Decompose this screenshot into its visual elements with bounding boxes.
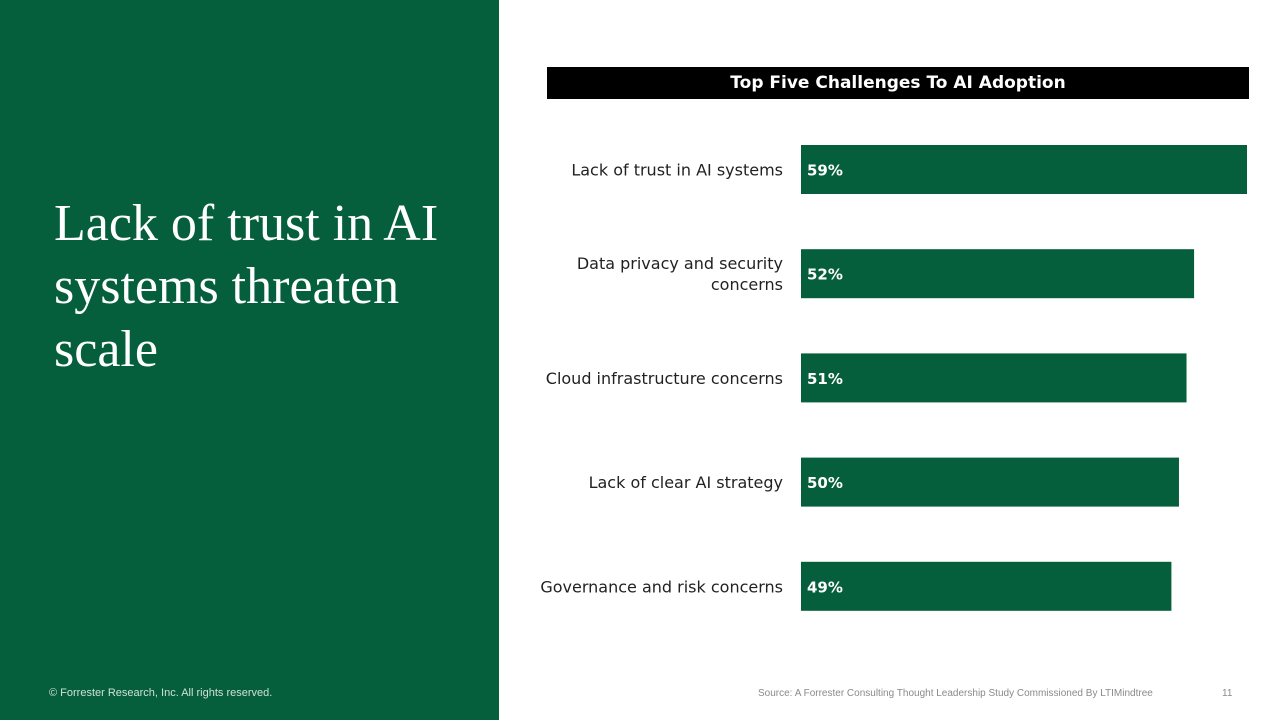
category-label-2: Cloud infrastructure concerns [546, 369, 783, 388]
page-number: 11 [1222, 688, 1233, 699]
slide-headline: Lack of trust in AI systems threaten sca… [54, 195, 439, 378]
source-note: Source: A Forrester Consulting Thought L… [758, 688, 1153, 699]
bar-1 [801, 249, 1195, 299]
left-panel: Lack of trust in AI systems threaten sca… [0, 0, 499, 720]
copyright-notice: © Forrester Research, Inc. All rights re… [49, 687, 273, 699]
chart-title: Top Five Challenges To AI Adoption [730, 73, 1066, 93]
bar-value-label-3: 50% [807, 474, 843, 492]
bar-3 [801, 457, 1179, 507]
bar-2 [801, 353, 1187, 403]
bar-0 [801, 145, 1247, 194]
category-label-3: Lack of clear AI strategy [589, 473, 783, 492]
bar-value-label-0: 59% [807, 162, 843, 180]
category-label-0: Lack of trust in AI systems [571, 161, 783, 180]
category-label-4: Governance and risk concerns [540, 577, 783, 596]
bar-value-label-2: 51% [807, 370, 843, 388]
category-label-1-line-1: concerns [711, 275, 783, 294]
chart-title-bar: Top Five Challenges To AI Adoption [547, 67, 1249, 99]
bar-4 [801, 561, 1172, 611]
category-label-1-line-0: Data privacy and security [577, 254, 783, 273]
bar-value-label-1: 52% [807, 266, 843, 284]
bar-value-label-4: 49% [807, 578, 843, 596]
